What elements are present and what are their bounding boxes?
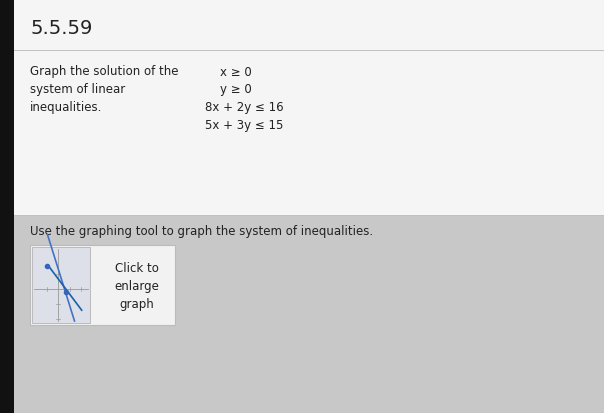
Text: enlarge: enlarge bbox=[114, 280, 159, 293]
Text: system of linear: system of linear bbox=[30, 83, 125, 97]
FancyBboxPatch shape bbox=[14, 0, 604, 50]
Text: graph: graph bbox=[119, 298, 154, 311]
Text: 5x + 3y ≤ 15: 5x + 3y ≤ 15 bbox=[205, 119, 283, 133]
FancyBboxPatch shape bbox=[0, 0, 14, 413]
Text: 5.5.59: 5.5.59 bbox=[30, 19, 92, 38]
Text: Use the graphing tool to graph the system of inequalities.: Use the graphing tool to graph the syste… bbox=[30, 225, 373, 237]
FancyBboxPatch shape bbox=[30, 245, 175, 325]
Text: Click to: Click to bbox=[115, 263, 158, 275]
FancyBboxPatch shape bbox=[14, 215, 604, 413]
Text: y ≥ 0: y ≥ 0 bbox=[220, 83, 252, 97]
FancyBboxPatch shape bbox=[14, 50, 604, 215]
Text: Graph the solution of the: Graph the solution of the bbox=[30, 66, 179, 78]
Text: inequalities.: inequalities. bbox=[30, 102, 102, 114]
Text: x ≥ 0: x ≥ 0 bbox=[220, 66, 252, 78]
Text: 8x + 2y ≤ 16: 8x + 2y ≤ 16 bbox=[205, 102, 284, 114]
FancyBboxPatch shape bbox=[32, 247, 90, 323]
